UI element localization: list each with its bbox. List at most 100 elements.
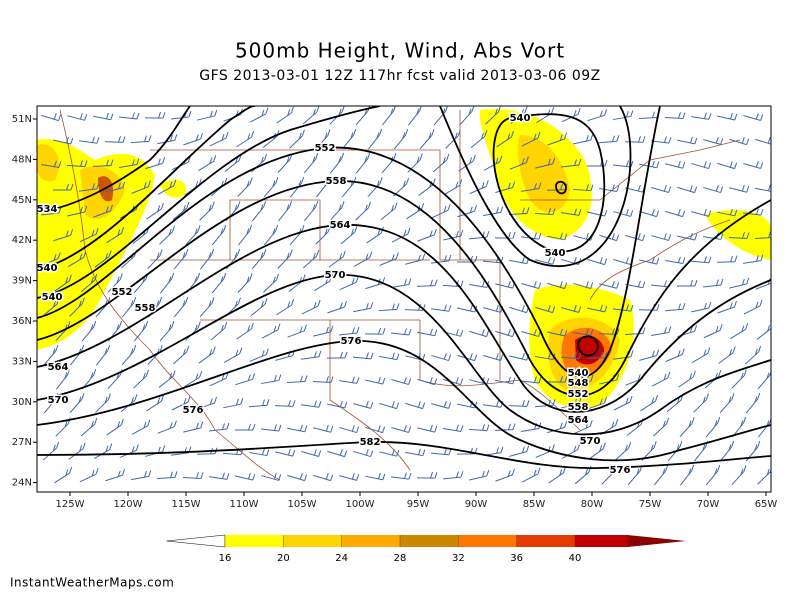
wind-barb (286, 381, 306, 383)
wind-barb (448, 354, 452, 361)
wind-barb (119, 320, 123, 328)
colorbar: 16 20 24 28 32 36 40 (166, 534, 686, 564)
wind-barb (365, 282, 383, 290)
wind-barb (340, 231, 356, 245)
wind-barb (235, 475, 253, 481)
wind-barb (135, 444, 139, 451)
wind-barb (182, 252, 186, 259)
wind-barb (691, 162, 709, 170)
wind-barb (287, 301, 291, 308)
wind-barb (625, 234, 643, 242)
lat-label: 45N (12, 195, 32, 206)
wind-barb (194, 228, 198, 235)
wind-barb (366, 232, 382, 244)
wind-barb (223, 403, 241, 409)
wind-barb (663, 373, 667, 381)
wind-barb (376, 132, 380, 139)
wind-barb (339, 380, 357, 384)
wind-barb (483, 307, 501, 313)
wind-barb (403, 229, 407, 237)
wind-barb (663, 136, 667, 143)
wind-barb (509, 306, 527, 314)
wind-barb (604, 209, 608, 217)
wind-barb (481, 182, 485, 189)
wind-barb (434, 472, 438, 479)
wind-barb (356, 426, 360, 433)
wind-barb (133, 375, 147, 389)
lon-label: 75W (639, 499, 662, 510)
wind-barb (755, 255, 759, 262)
wind-barb (186, 345, 190, 353)
wind-barb (703, 139, 721, 145)
wind-barb (171, 452, 189, 456)
wind-barb (408, 110, 420, 126)
wind-barb (55, 344, 59, 352)
wind-barb (298, 180, 302, 187)
wind-barb (247, 133, 251, 140)
wind-barb (454, 132, 458, 139)
wind-barb (573, 332, 591, 336)
wind-barb (79, 140, 97, 144)
wind-barb (289, 249, 293, 256)
wind-barb (419, 153, 423, 160)
wind-barb (382, 377, 386, 385)
wind-barb (143, 421, 147, 429)
wind-barb (351, 473, 355, 480)
wind-barb (198, 178, 202, 185)
wind-barb (601, 471, 615, 485)
wind-barb (182, 300, 186, 307)
wind-barb (91, 183, 95, 190)
wind-barb (265, 107, 269, 114)
wind-barb (396, 303, 400, 310)
wind-barb (301, 404, 319, 408)
wind-barb (122, 181, 126, 188)
wind-barb (537, 131, 541, 139)
wind-barb (754, 396, 758, 403)
wind-barb (651, 209, 655, 216)
wind-barb (403, 328, 407, 335)
wind-barb (378, 308, 398, 312)
wind-barb (252, 373, 256, 380)
wind-barb (574, 352, 577, 359)
contour-label: 552 (315, 143, 336, 154)
wind-barb (500, 206, 504, 213)
wind-barb (159, 296, 163, 304)
wind-barb (339, 253, 343, 260)
wind-barb (663, 327, 667, 334)
wind-barb (656, 257, 660, 265)
wind-barb (729, 112, 733, 120)
wind-barb (574, 471, 590, 485)
wind-barb (148, 470, 152, 477)
wind-barb (587, 402, 605, 410)
wind-barb (339, 475, 357, 481)
wind-barb (246, 180, 250, 187)
wind-barb (248, 423, 251, 431)
wind-barb (146, 208, 162, 220)
wind-barb (585, 134, 589, 142)
wind-barb (365, 426, 383, 434)
wind-barb (689, 373, 693, 380)
wind-barb (650, 284, 670, 288)
wind-barb (82, 442, 86, 449)
wind-barb (352, 327, 355, 334)
wind-barb (630, 305, 634, 312)
wind-barb (313, 331, 331, 337)
wind-barb (578, 352, 582, 359)
wind-barb (693, 446, 707, 462)
wind-barb (496, 136, 512, 148)
wind-barb (301, 450, 319, 458)
wind-barb (116, 324, 120, 331)
wind-barb (689, 136, 693, 144)
wind-barb (200, 421, 204, 428)
contour-label: 564 (568, 415, 589, 426)
wind-barb (121, 227, 125, 234)
wind-barb (197, 115, 215, 121)
wind-barb (237, 279, 251, 293)
wind-barb (734, 113, 738, 121)
wind-barb (419, 106, 422, 112)
wind-barb (313, 427, 331, 433)
wind-barb (547, 158, 551, 166)
wind-barb (339, 302, 343, 309)
wind-barb (613, 211, 631, 217)
wind-barb (136, 158, 140, 165)
